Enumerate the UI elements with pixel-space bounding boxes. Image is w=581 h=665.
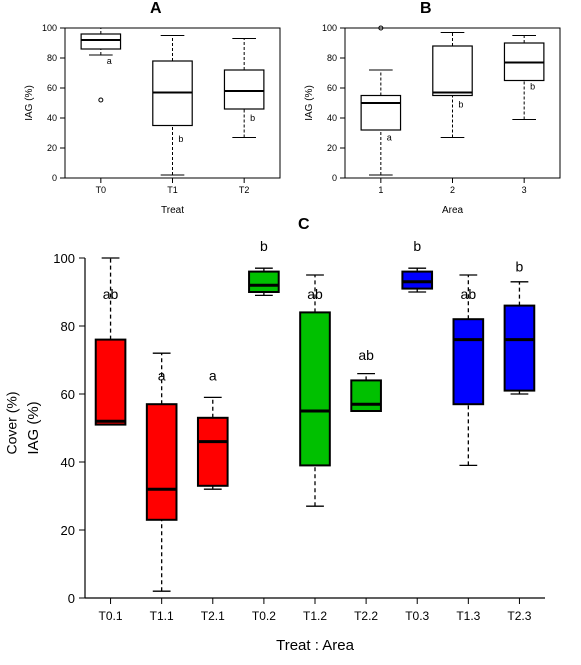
- svg-text:ab: ab: [461, 286, 477, 302]
- svg-text:b: b: [260, 238, 268, 254]
- svg-text:T1.1: T1.1: [150, 609, 174, 623]
- svg-text:T2.3: T2.3: [507, 609, 531, 623]
- page: A B C Cover (%) 020406080100IAG (%)T0T1T…: [0, 0, 581, 665]
- svg-text:100: 100: [322, 23, 337, 33]
- svg-text:60: 60: [327, 83, 337, 93]
- svg-text:ab: ab: [103, 286, 119, 302]
- svg-text:Area: Area: [442, 205, 464, 216]
- svg-text:40: 40: [61, 455, 75, 470]
- svg-text:b: b: [458, 100, 463, 110]
- svg-text:20: 20: [61, 523, 75, 538]
- svg-text:80: 80: [47, 53, 57, 63]
- panel-a-chart: 0 20 40 60 80 100 IAG (%) T0 T1 T2 Treat a b b: [20, 20, 290, 218]
- svg-text:40: 40: [47, 113, 57, 123]
- svg-text:20: 20: [47, 143, 57, 153]
- svg-text:IAG (%): IAG (%): [24, 85, 35, 121]
- svg-text:T0.3: T0.3: [405, 609, 429, 623]
- panel-b-chart: 0 20 40 60 80 100 IAG (%) 1 2 3 Area a b b: [300, 20, 570, 218]
- svg-text:60: 60: [47, 83, 57, 93]
- svg-text:20: 20: [327, 143, 337, 153]
- svg-text:100: 100: [42, 23, 57, 33]
- svg-text:T2: T2: [239, 185, 250, 195]
- svg-text:b: b: [530, 82, 535, 92]
- svg-text:T1: T1: [167, 185, 178, 195]
- svg-text:3: 3: [522, 185, 527, 195]
- svg-text:80: 80: [327, 53, 337, 63]
- panel-label-b: B: [420, 0, 432, 18]
- svg-text:40: 40: [327, 113, 337, 123]
- svg-text:b: b: [516, 259, 524, 275]
- svg-text:b: b: [178, 134, 183, 144]
- svg-text:0: 0: [68, 591, 75, 606]
- svg-text:60: 60: [61, 387, 75, 402]
- svg-text:80: 80: [61, 319, 75, 334]
- svg-text:T1.3: T1.3: [456, 609, 480, 623]
- svg-text:b: b: [413, 238, 421, 254]
- svg-text:1: 1: [378, 185, 383, 195]
- svg-text:T1.2: T1.2: [303, 609, 327, 623]
- panel-label-a: A: [150, 0, 162, 18]
- svg-text:T0.1: T0.1: [99, 609, 123, 623]
- panel-c-chart: 0 20 40 60 80 100 IAG (%) T0.1 T1.1 T2.1 T0.2 T1.2 T…: [20, 238, 560, 658]
- svg-text:a: a: [158, 367, 166, 383]
- svg-text:0: 0: [52, 173, 57, 183]
- svg-text:ab: ab: [307, 286, 323, 302]
- svg-text:0: 0: [332, 173, 337, 183]
- svg-text:T2.2: T2.2: [354, 609, 378, 623]
- svg-text:a: a: [107, 56, 112, 66]
- svg-text:a: a: [387, 133, 392, 143]
- panel-label-c: C: [298, 216, 310, 234]
- svg-text:Treat : Area: Treat : Area: [276, 637, 354, 654]
- svg-text:T0: T0: [96, 185, 107, 195]
- svg-text:100: 100: [53, 251, 75, 266]
- svg-text:a: a: [209, 367, 217, 383]
- svg-text:IAG (%): IAG (%): [304, 85, 315, 121]
- panel-c-side-label: Cover (%): [4, 391, 20, 454]
- svg-text:T2.1: T2.1: [201, 609, 225, 623]
- svg-text:IAG (%): IAG (%): [25, 401, 42, 454]
- svg-text:b: b: [250, 113, 255, 123]
- svg-text:T0.2: T0.2: [252, 609, 276, 623]
- svg-text:ab: ab: [358, 347, 374, 363]
- svg-text:Treat: Treat: [161, 205, 184, 216]
- svg-text:2: 2: [450, 185, 455, 195]
